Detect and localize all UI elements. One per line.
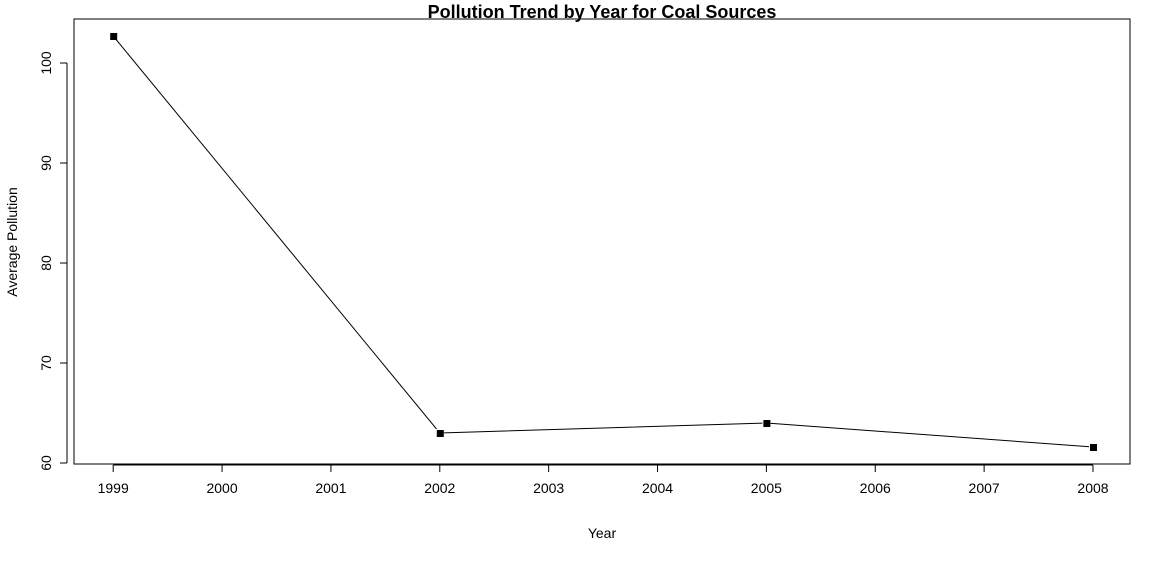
y-axis: 60 70 80 90 100 — [38, 51, 68, 471]
series-layer — [109, 32, 1097, 451]
chart-title: Pollution Trend by Year for Coal Sources — [428, 2, 777, 22]
x-tick-label: 2005 — [751, 480, 782, 496]
data-point — [110, 33, 118, 40]
plot-frame — [73, 18, 1131, 465]
x-tick-label: 1999 — [98, 480, 129, 496]
y-tick-label: 90 — [38, 155, 54, 171]
x-tick-label: 2000 — [206, 480, 237, 496]
series-line — [112, 35, 1094, 448]
data-point — [1089, 444, 1097, 451]
x-tick-label: 2007 — [969, 480, 1000, 496]
y-tick-label: 100 — [38, 51, 54, 75]
x-tick-label: 2001 — [315, 480, 346, 496]
x-tick-label: 2003 — [533, 480, 564, 496]
x-axis-label: Year — [588, 525, 617, 541]
x-axis: 1999 2000 2001 2002 2003 2004 2005 2006 2007 2008 — [98, 464, 1109, 496]
x-tick-label: 2004 — [642, 480, 673, 496]
data-point — [763, 420, 771, 427]
x-tick-label: 2006 — [860, 480, 891, 496]
y-tick-label: 70 — [38, 355, 54, 371]
y-tick-label: 80 — [38, 255, 54, 271]
y-tick-label: 60 — [38, 455, 54, 471]
y-axis-label: Average Pollution — [4, 187, 20, 296]
x-tick-label: 2008 — [1077, 480, 1108, 496]
data-point — [436, 430, 444, 437]
x-tick-label: 2002 — [424, 480, 455, 496]
